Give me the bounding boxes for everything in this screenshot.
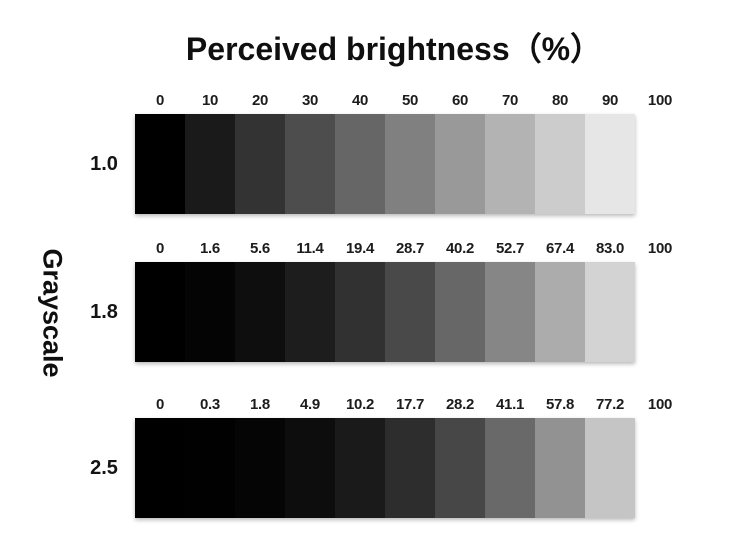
gray-swatch (135, 114, 185, 214)
gamma-row: 1.8 0 1.6 5.6 11.4 19.4 28.7 40.2 52.7 67.4 83.0 10… (90, 240, 685, 364)
brightness-tick-label: 52.7 (496, 240, 524, 257)
gamma-row: 2.5 0 0.3 1.8 4.9 10.2 17.7 28.2 41.1 57.8 77.2 100 (90, 396, 685, 520)
gray-swatch (585, 262, 635, 362)
gamma-row: 1.0 0 10 20 30 40 50 60 70 80 90 100 (90, 92, 685, 216)
grayscale-gradient-bar (135, 418, 635, 518)
gamma-value-label: 1.8 (90, 301, 118, 323)
brightness-tick-label: 60 (451, 92, 469, 109)
brightness-tick-label: 1.8 (250, 396, 270, 413)
grayscale-gradient-bar (135, 262, 635, 362)
brightness-tick-label: 67.4 (546, 240, 574, 257)
gray-swatch (235, 262, 285, 362)
brightness-tick-label: 28.7 (396, 240, 424, 257)
gray-swatch (385, 114, 435, 214)
brightness-tick-label: 41.1 (496, 396, 524, 413)
brightness-tick-labels: 0 0.3 1.8 4.9 10.2 17.7 28.2 41.1 57.8 77.2 100 (135, 396, 685, 414)
gray-swatch (235, 418, 285, 518)
brightness-tick-label: 5.6 (250, 240, 270, 257)
brightness-tick-label: 100 (647, 92, 673, 109)
gray-swatch (385, 418, 435, 518)
brightness-tick-label: 77.2 (596, 396, 624, 413)
gray-swatch (435, 418, 485, 518)
gray-swatch (485, 114, 535, 214)
gray-swatch (585, 114, 635, 214)
gray-swatch (585, 418, 635, 518)
brightness-tick-label: 57.8 (546, 396, 574, 413)
brightness-tick-label: 4.9 (300, 396, 320, 413)
gray-swatch (335, 114, 385, 214)
gray-swatch (535, 418, 585, 518)
brightness-tick-label: 11.4 (296, 240, 324, 257)
gray-swatch (435, 262, 485, 362)
brightness-tick-label: 20 (251, 92, 269, 109)
brightness-tick-label: 10.2 (346, 396, 374, 413)
gray-swatch (335, 262, 385, 362)
brightness-tick-label: 0 (155, 240, 165, 257)
gray-swatch (285, 114, 335, 214)
gray-swatch (285, 418, 335, 518)
gray-swatch (235, 114, 285, 214)
brightness-tick-label: 100 (647, 396, 673, 413)
gray-swatch (335, 418, 385, 518)
gray-swatch (435, 114, 485, 214)
gray-swatch (535, 262, 585, 362)
gray-swatch (185, 114, 235, 214)
brightness-tick-label: 83.0 (596, 240, 624, 257)
brightness-tick-label: 30 (301, 92, 319, 109)
gray-swatch (385, 262, 435, 362)
brightness-tick-label: 0 (155, 396, 165, 413)
y-axis-label-grayscale: Grayscale (37, 248, 68, 378)
brightness-tick-labels: 0 1.6 5.6 11.4 19.4 28.7 40.2 52.7 67.4 83.0 100 (135, 240, 685, 258)
brightness-tick-label: 80 (551, 92, 569, 109)
brightness-tick-label: 1.6 (200, 240, 220, 257)
brightness-tick-label: 0 (155, 92, 165, 109)
gray-swatch (185, 418, 235, 518)
gray-swatch (535, 114, 585, 214)
brightness-tick-label: 90 (601, 92, 619, 109)
brightness-tick-label: 40 (351, 92, 369, 109)
gamma-value-label: 1.0 (90, 153, 118, 175)
gray-swatch (185, 262, 235, 362)
brightness-tick-label: 100 (647, 240, 673, 257)
grayscale-gradient-bar (135, 114, 635, 214)
gray-swatch (135, 262, 185, 362)
brightness-tick-label: 40.2 (446, 240, 474, 257)
brightness-tick-label: 19.4 (346, 240, 374, 257)
brightness-tick-labels: 0 10 20 30 40 50 60 70 80 90 100 (135, 92, 685, 110)
gray-swatch (485, 418, 535, 518)
brightness-tick-label: 70 (501, 92, 519, 109)
brightness-tick-label: 28.2 (446, 396, 474, 413)
gray-swatch (285, 262, 335, 362)
figure-title: Perceived brightness（%） (185, 31, 603, 67)
gray-swatch (135, 418, 185, 518)
brightness-tick-label: 50 (401, 92, 419, 109)
brightness-tick-label: 17.7 (396, 396, 424, 413)
gamma-value-label: 2.5 (90, 457, 118, 479)
brightness-tick-label: 10 (201, 92, 219, 109)
brightness-tick-label: 0.3 (200, 396, 220, 413)
gray-swatch (485, 262, 535, 362)
